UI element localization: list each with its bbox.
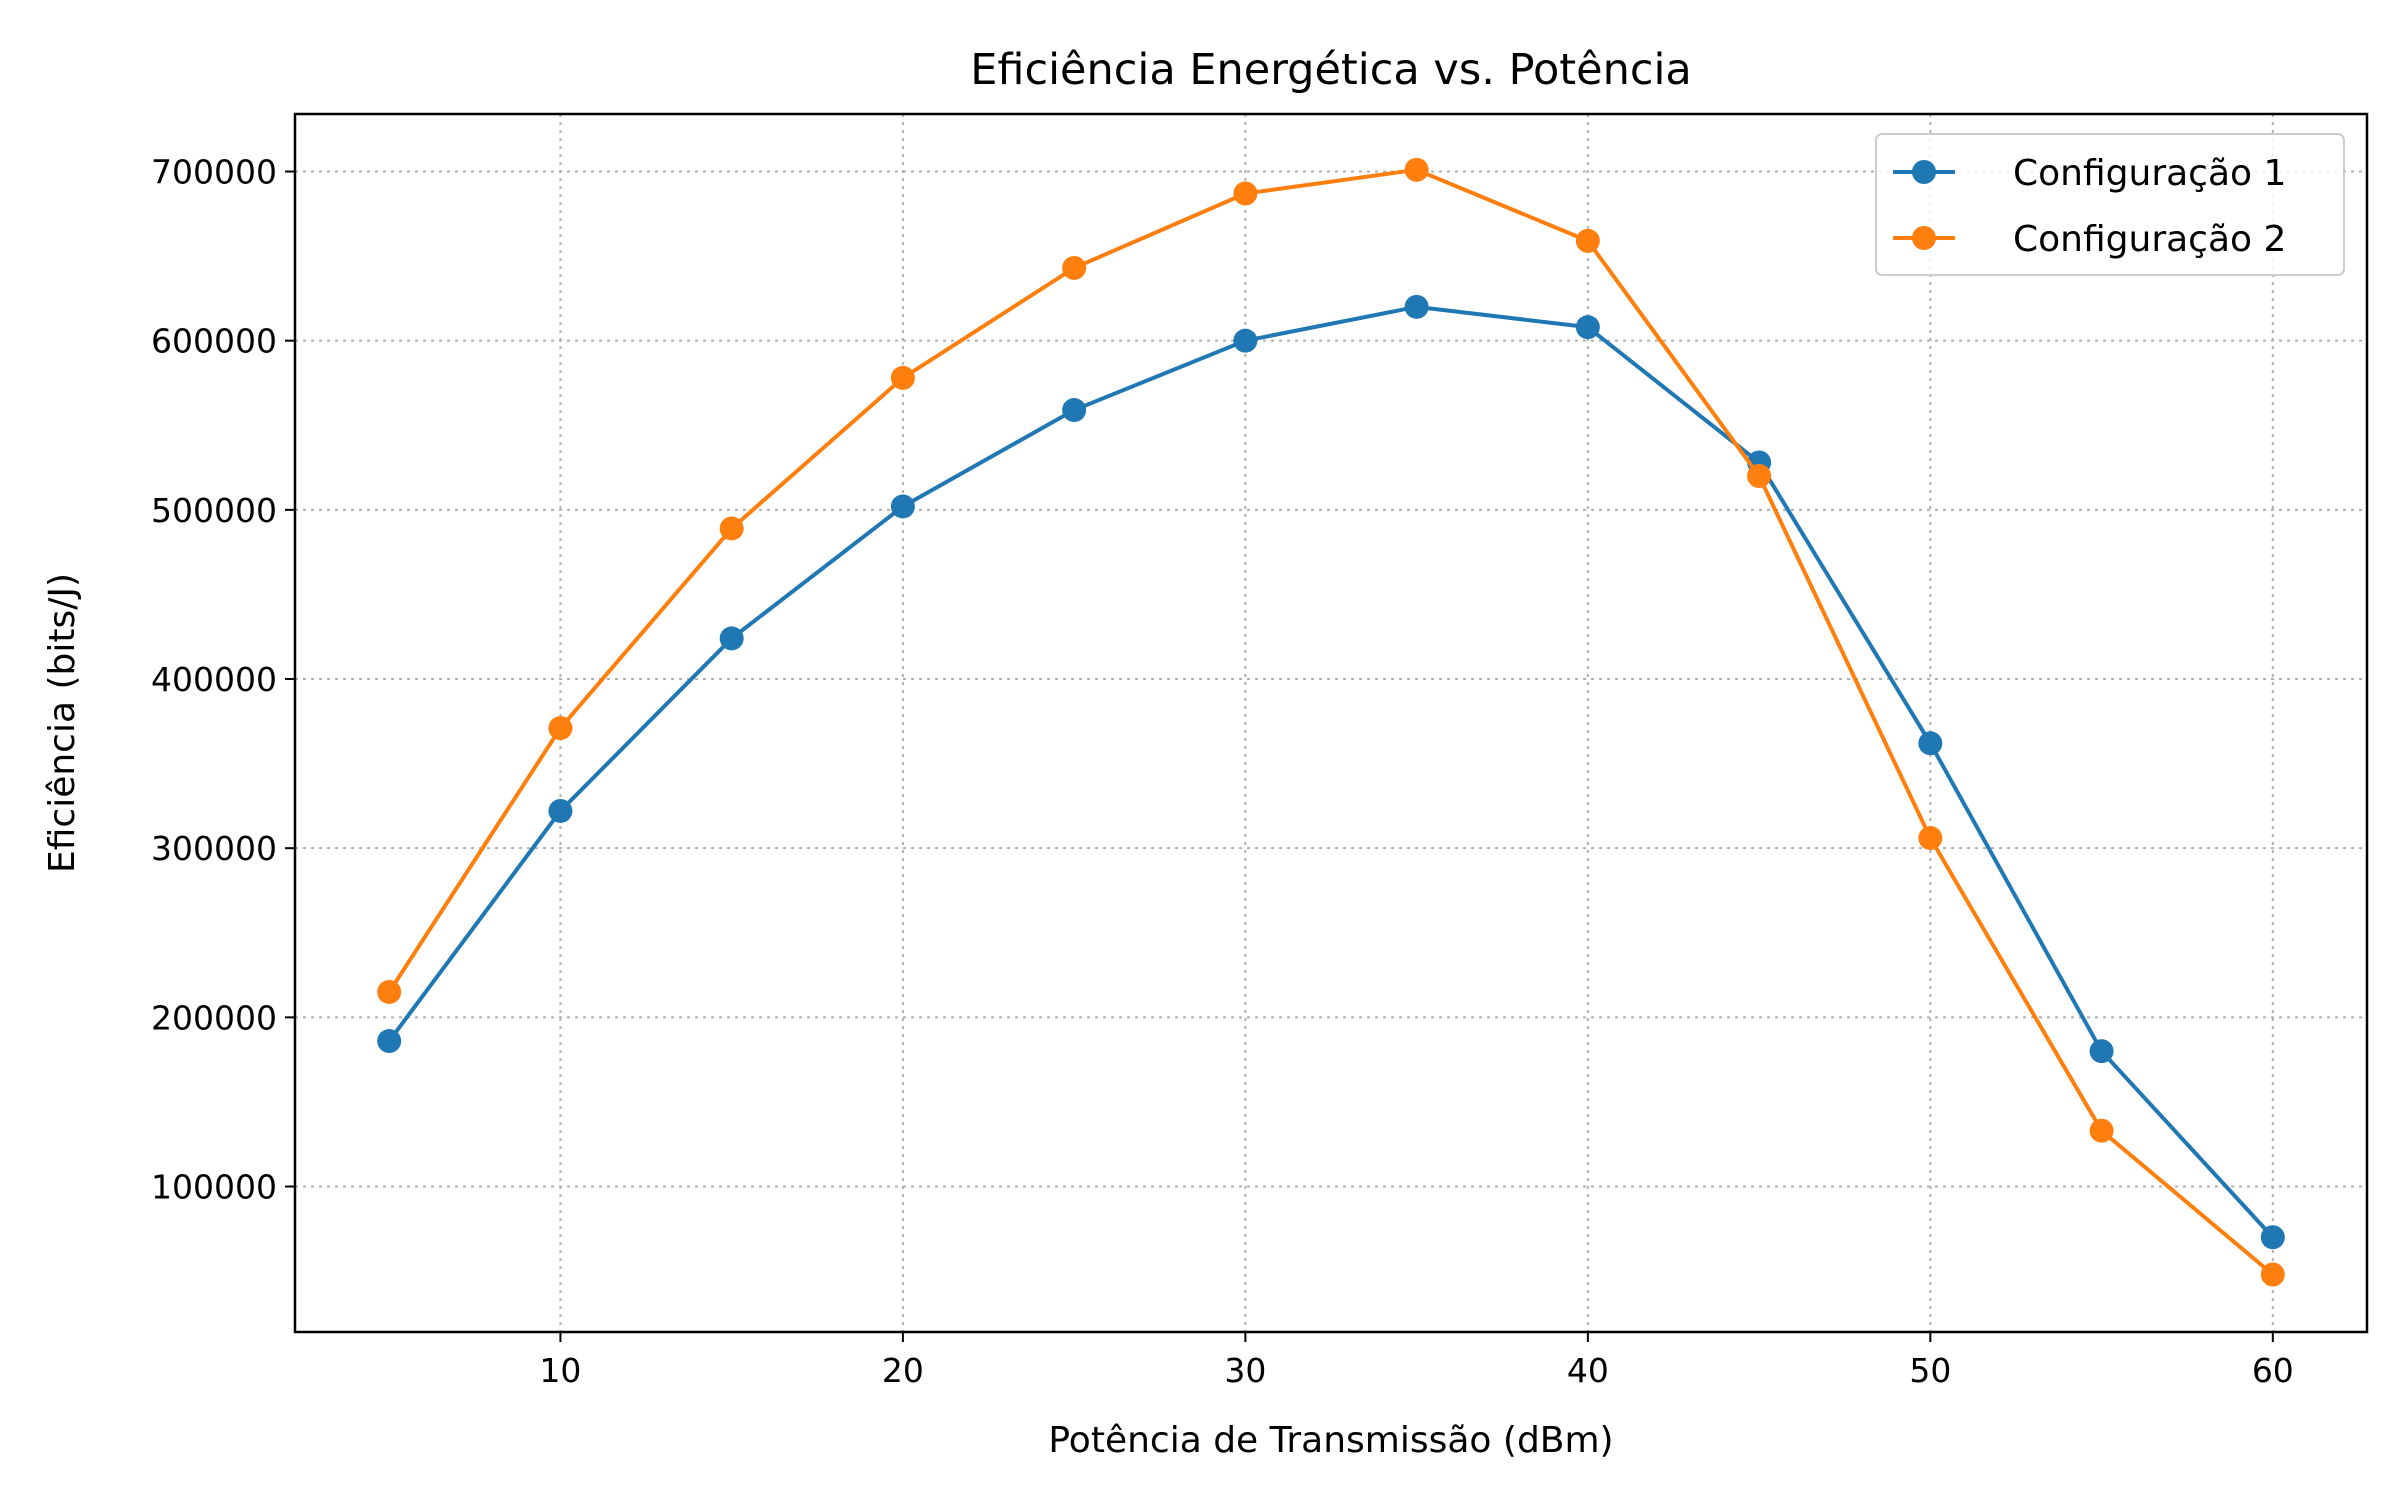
- x-tick-label: 60: [2252, 1351, 2294, 1390]
- legend-label-2: Configuração 2: [2013, 219, 2286, 260]
- series-1-point: [1404, 294, 1429, 319]
- series-2-point: [1918, 826, 1943, 851]
- y-tick-label: 100000: [151, 1168, 277, 1207]
- x-tick-label: 30: [1224, 1351, 1266, 1390]
- x-tick-label: 50: [1909, 1351, 1951, 1390]
- x-tick-label: 40: [1567, 1351, 1609, 1390]
- chart-title: Eficiência Energética vs. Potência: [970, 45, 1692, 95]
- series-layer: [377, 157, 2285, 1287]
- series-1-point: [1918, 731, 1943, 756]
- series-2-line: [387, 167, 2275, 1277]
- series-1-point: [377, 1029, 402, 1054]
- plot-frame: [293, 112, 2369, 1334]
- series-2-point: [377, 979, 402, 1004]
- x-axis-label: Potência de Transmissão (dBm): [1048, 1420, 1613, 1461]
- legend-label-1: Configuração 1: [2013, 153, 2286, 194]
- series-2-point: [1747, 464, 1772, 489]
- legend-marker-1: [1912, 160, 1936, 184]
- series-1-point: [1062, 398, 1087, 423]
- legend-box: [1875, 133, 2345, 276]
- series-1-point: [548, 798, 573, 823]
- y-tick-label: 700000: [151, 153, 277, 192]
- series-2-point: [1575, 228, 1600, 253]
- series-1-point: [2089, 1039, 2114, 1064]
- series-1-point: [2260, 1225, 2285, 1250]
- series-1-point: [1575, 315, 1600, 340]
- axis-ticks: 10 20 30 40 50 60 100000 200000 300000 400000 5000…: [151, 153, 2294, 1390]
- series-1-line: [387, 304, 2275, 1239]
- series-2-point: [548, 716, 573, 741]
- series-2-point: [890, 365, 915, 390]
- y-tick-label: 200000: [151, 998, 277, 1037]
- y-tick-label: 400000: [151, 660, 277, 699]
- series-2-point: [719, 516, 744, 541]
- x-tick-label: 20: [882, 1351, 924, 1390]
- series-2-point: [1062, 255, 1087, 280]
- series-2-point: [2260, 1262, 2285, 1287]
- series-2-point: [2089, 1118, 2114, 1143]
- series-2-point: [1404, 157, 1429, 182]
- series-1-point: [890, 494, 915, 519]
- y-tick-label: 300000: [151, 829, 277, 868]
- series-1-point: [719, 626, 744, 651]
- series-2-point: [1233, 181, 1258, 206]
- legend-marker-2: [1912, 226, 1936, 250]
- y-tick-label: 600000: [151, 322, 277, 361]
- series-1-point: [1233, 328, 1258, 353]
- legend: Configuração 1 Configuração 2: [1875, 133, 2345, 276]
- y-tick-label: 500000: [151, 491, 277, 530]
- y-axis-label: Eficiência (bits/J): [42, 573, 83, 873]
- x-tick-label: 10: [539, 1351, 581, 1390]
